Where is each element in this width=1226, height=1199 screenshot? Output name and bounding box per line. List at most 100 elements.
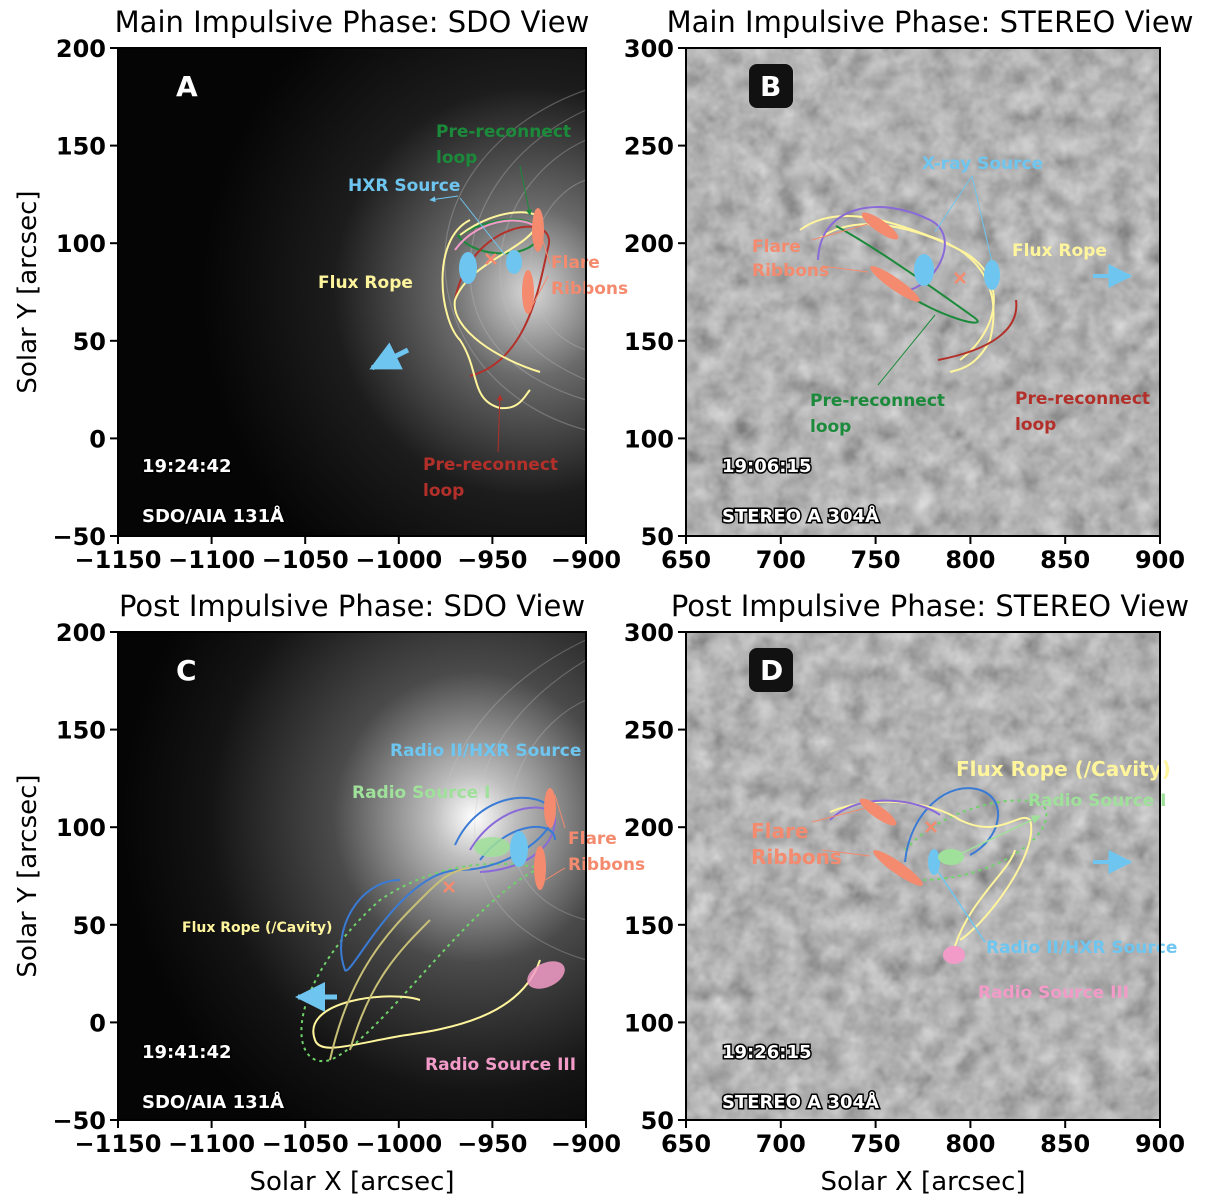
y-tick-label: 100 <box>56 230 106 258</box>
panel-a: Main Impulsive Phase: SDO View <box>52 5 628 574</box>
panel-d-ribbon-2 <box>873 850 923 886</box>
panel-c-annotations <box>295 788 566 1063</box>
panel-d-radio-source-i <box>938 849 964 865</box>
panel-a-image <box>118 48 586 536</box>
panel-d-label-flux-rope: Flux Rope (/Cavity) <box>956 757 1171 781</box>
panel-d-annotations <box>811 787 1133 964</box>
x-tick-label: 800 <box>945 546 995 574</box>
y-tick-label: 200 <box>56 619 106 647</box>
x-tick-label: 750 <box>851 1130 901 1158</box>
panel-b-flux-rope-2 <box>819 223 995 361</box>
y-tick-label: 50 <box>73 912 106 940</box>
x-tick-label: 900 <box>1135 1130 1185 1158</box>
y-tick-label: 250 <box>624 133 674 161</box>
x-tick-label: 750 <box>851 546 901 574</box>
x-tick-label: −1150 <box>75 1130 162 1158</box>
panel-a-letter: A <box>176 70 198 103</box>
panel-b-frame <box>685 47 1161 537</box>
panel-c-time: 19:41:42 <box>142 1042 232 1063</box>
panel-d-time: 19:26:15 <box>722 1042 812 1063</box>
panel-b-flux-rope-1 <box>799 215 995 373</box>
y-tick-label: 50 <box>73 328 106 356</box>
y-tick-label: 100 <box>624 1009 674 1037</box>
panel-d-blue-loop <box>904 787 999 863</box>
panel-d-labels: Flux Rope (/Cavity) Radio Source I Flare… <box>721 648 1177 1115</box>
panel-d-label-radio2: Radio II/HXR Source <box>986 938 1177 958</box>
x-tick-label: −1050 <box>262 546 349 574</box>
panel-a-hxr-source-1 <box>459 252 477 284</box>
panel-b-label-xray: X-ray Source <box>922 154 1043 174</box>
panel-c-label-flux-rope: Flux Rope (/Cavity) <box>182 920 332 936</box>
panel-b-label-ribbons-1: Flare <box>752 237 801 257</box>
xlabel-left: Solar X [arcsec] <box>249 1167 454 1197</box>
panel-c-frame <box>117 631 587 1121</box>
panel-b-label-preloop-red-2: loop <box>1015 415 1056 435</box>
x-tick-label: −900 <box>551 546 621 574</box>
panel-c-coronal-loops <box>438 639 587 961</box>
panel-d-texture <box>686 632 1160 1120</box>
panel-a-flux-rope-2 <box>453 211 542 373</box>
panel-a-label-preloop-bottom-2: loop <box>423 481 464 501</box>
panel-c-label-radio1: Radio Source I <box>352 783 490 803</box>
panel-c-radio-ii-hxr <box>510 831 528 867</box>
panel-a-x-mark <box>485 253 497 265</box>
x-tick-label: −950 <box>457 1130 527 1158</box>
panel-c-title: Post Impulsive Phase: SDO View <box>119 589 585 623</box>
panel-c-flux-rope-1 <box>312 959 541 1049</box>
y-tick-label: 200 <box>624 814 674 842</box>
panel-d-cavity-dotted <box>904 799 1048 881</box>
panel-c-ribbon-1 <box>544 788 556 828</box>
panel-a-motion-arrow <box>369 342 410 371</box>
panel-c-label-radio2: Radio II/HXR Source <box>390 741 581 761</box>
panel-a-labels: Pre-reconnect loop HXR Source Flux Rope … <box>141 70 629 529</box>
panel-d-label-radio3: Radio Source III <box>978 983 1129 1003</box>
y-tick-label: 200 <box>56 35 106 63</box>
panel-c-label-radio3: Radio Source III <box>425 1055 576 1075</box>
panel-b-time: 19:06:15 <box>722 456 812 477</box>
panel-a-time: 19:24:42 <box>142 456 232 477</box>
y-tick-label: 150 <box>624 328 674 356</box>
panel-b-letter: B <box>760 70 781 103</box>
panel-c-ribbon-2 <box>534 846 546 890</box>
panel-a-hxr-source-2 <box>506 250 522 274</box>
panel-b-xray-1 <box>914 254 934 286</box>
panel-d-x-mark <box>925 821 937 833</box>
panel-c-flux-rope-3 <box>349 919 431 1051</box>
panel-d-instrument: STEREO A 304Å <box>722 1090 879 1113</box>
x-tick-label: −1000 <box>355 546 442 574</box>
panel-b-instrument: STEREO A 304Å <box>722 504 879 527</box>
panel-b-ribbon-2 <box>870 266 920 302</box>
panel-c-x-mark <box>443 881 455 893</box>
panel-c-labels: Radio II/HXR Source Radio Source I Flare… <box>141 654 646 1115</box>
panel-a-flare-ribbon-1 <box>532 208 544 252</box>
x-tick-label: 650 <box>661 1130 711 1158</box>
panel-c-image <box>118 632 586 1120</box>
x-tick-label: 800 <box>945 1130 995 1158</box>
panel-a-annotations <box>369 165 551 453</box>
panel-b-label-ribbons-2: Ribbons <box>752 261 829 281</box>
panel-b-pre-loop-green <box>835 225 979 324</box>
x-tick-label: −1000 <box>355 1130 442 1158</box>
panel-d-ribbon-1 <box>859 798 897 826</box>
panel-b-label-preloop-green-2: loop <box>810 417 851 437</box>
x-tick-label: −1100 <box>168 1130 255 1158</box>
panel-b-label-preloop-red-1: Pre-reconnect <box>1015 389 1150 409</box>
panel-b-annotations <box>799 175 1133 386</box>
panel-c: Post Impulsive Phase: SDO View <box>52 589 645 1158</box>
panel-b-title: Main Impulsive Phase: STEREO View <box>667 5 1194 39</box>
x-tick-label: −950 <box>457 546 527 574</box>
panel-d-letter: D <box>760 654 783 687</box>
panel-c-letter: C <box>176 654 197 687</box>
x-tick-label: 700 <box>756 546 806 574</box>
panel-b-ribbon-1 <box>861 212 899 240</box>
y-tick-label: 50 <box>641 523 674 551</box>
panel-a-label-preloop-top-1: Pre-reconnect <box>436 122 571 142</box>
panel-d-label-ribbons-2: Ribbons <box>751 845 842 869</box>
panel-d-ticks: 650 700 750 800 850 900 300 250 200 150 100 50 <box>624 619 1185 1158</box>
y-tick-label: −50 <box>52 1107 106 1135</box>
panel-d-label-radio1: Radio Source I <box>1028 791 1166 811</box>
panel-d-radio-ii-hxr <box>928 849 940 875</box>
ylabel-top: Solar Y [arcsec] <box>13 190 43 393</box>
panel-b-pre-loop-red <box>937 299 1018 361</box>
